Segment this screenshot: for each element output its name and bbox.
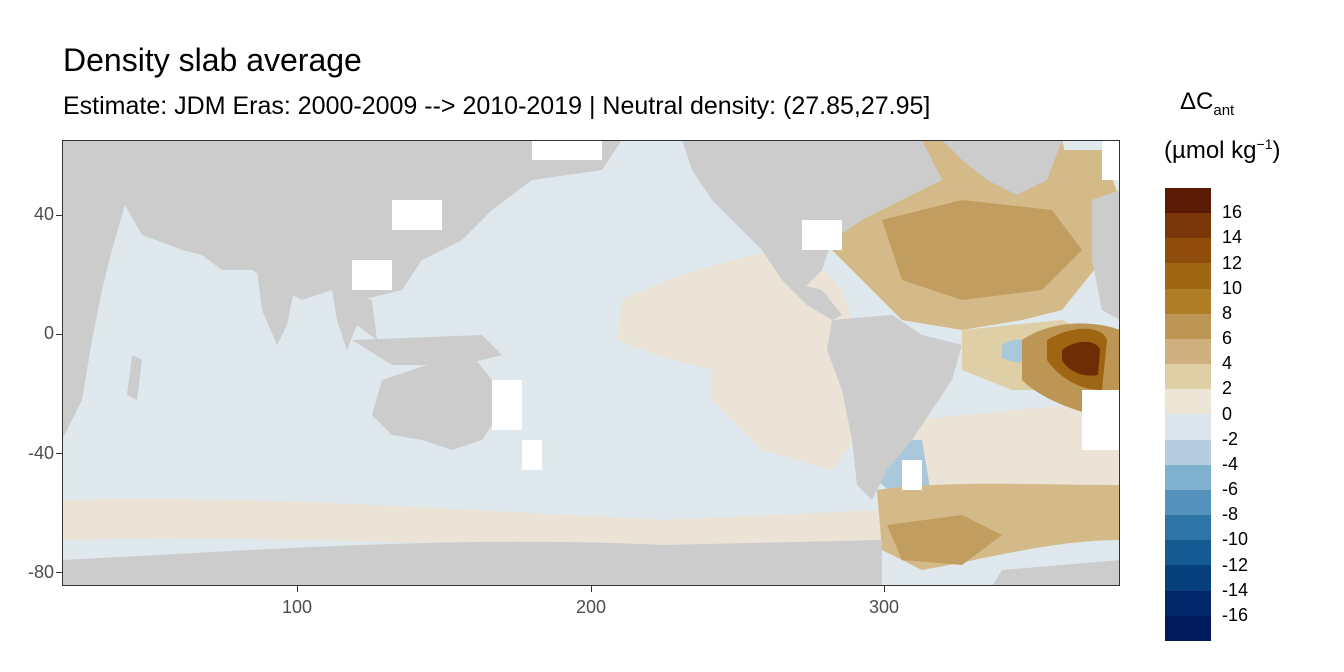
land-antarctica-east (992, 560, 1120, 586)
legend-swatch (1165, 439, 1211, 465)
plot-title: Density slab average (63, 42, 362, 78)
north-atlantic-core (882, 200, 1082, 300)
x-tick-label: 200 (575, 597, 607, 617)
no-data-cells (352, 140, 1120, 490)
legend-swatch (1165, 213, 1211, 239)
legend-label: -8 (1222, 504, 1239, 525)
no-data-cell (1082, 390, 1120, 450)
legend-label: 12 (1222, 252, 1243, 273)
y-tick-mark (56, 572, 62, 573)
legend-swatch (1165, 540, 1211, 566)
legend-label: -10 (1222, 529, 1249, 550)
land-asia (122, 140, 622, 300)
y-tick-mark (56, 453, 62, 454)
legend-label: -2 (1222, 428, 1239, 449)
legend-label: -16 (1222, 604, 1249, 625)
x-tick-mark (297, 586, 298, 592)
legend-swatch (1165, 338, 1211, 365)
legend-label: 6 (1222, 328, 1233, 348)
land-greenland (942, 140, 1062, 195)
land-europe (1092, 190, 1120, 320)
legend-title: ΔCant (1180, 88, 1235, 119)
legend-label: 4 (1222, 353, 1233, 374)
legend-label: -6 (1222, 479, 1239, 499)
legend-swatch (1165, 414, 1211, 440)
x-tick-mark (884, 586, 885, 592)
land-southeast-asia (332, 290, 377, 350)
legend-swatch (1165, 288, 1211, 314)
x-tick-label: 100 (281, 597, 313, 617)
y-tick-mark (56, 215, 62, 216)
legend-label: -14 (1222, 579, 1249, 600)
legend-swatch (1165, 389, 1211, 415)
map-panel (62, 140, 1120, 586)
y-tick-label: -40 (27, 443, 54, 463)
land-south-america (827, 315, 962, 500)
land-africa-east (62, 140, 132, 440)
no-data-cell (522, 440, 542, 470)
legend-swatch (1165, 464, 1211, 490)
no-data-cell (392, 200, 442, 230)
weddell-core (887, 515, 1002, 565)
land-india (257, 270, 297, 345)
legend-swatch (1165, 489, 1211, 516)
southern-ocean-band (62, 499, 882, 550)
legend-label: -12 (1222, 554, 1249, 575)
no-data-cell (902, 460, 922, 490)
legend-swatch (1165, 188, 1211, 214)
legend-label: -4 (1222, 453, 1239, 474)
legend-swatch (1165, 364, 1211, 390)
legend-unit: (µmol kg−1) (1164, 136, 1281, 164)
no-data-cell (352, 260, 392, 290)
no-data-cell (532, 140, 602, 160)
legend-swatch (1165, 590, 1211, 616)
y-tick-label: -80 (27, 562, 54, 582)
y-tick-label: 40 (33, 204, 54, 224)
east-pacific-positive (712, 335, 862, 470)
no-data-cell (492, 380, 522, 430)
no-data-cell (802, 220, 842, 250)
plot-subtitle: Estimate: JDM Eras: 2000-2009 --> 2010-2… (63, 92, 931, 120)
land-antarctica (62, 540, 882, 586)
south-atlantic-mild (902, 400, 1120, 500)
legend-label: 10 (1222, 277, 1243, 298)
legend-label: 14 (1222, 227, 1243, 248)
legend-swatch (1165, 565, 1211, 591)
land-north-america (682, 140, 942, 290)
x-tick-label: 300 (868, 597, 900, 617)
legend-swatch (1165, 238, 1211, 264)
land-madagascar (127, 355, 142, 400)
map-heatmap (62, 140, 1120, 586)
land-central-america (782, 280, 842, 320)
y-tick-label: 0 (43, 323, 54, 343)
hotspot-core (1062, 341, 1100, 376)
legend-swatch (1165, 615, 1211, 641)
land-australia (372, 355, 502, 450)
legend-swatch (1165, 515, 1211, 541)
legend-label: 2 (1222, 378, 1233, 399)
no-data-cell (1102, 140, 1120, 180)
legend-colorbar (1165, 188, 1211, 641)
y-tick-mark (56, 334, 62, 335)
land-masses (62, 140, 1120, 586)
x-tick-mark (591, 586, 592, 592)
legend-swatch (1165, 263, 1211, 289)
legend-label: 16 (1222, 202, 1243, 223)
legend-swatch (1165, 313, 1211, 339)
legend-label: 8 (1222, 302, 1233, 323)
legend-label: 0 (1222, 403, 1233, 424)
